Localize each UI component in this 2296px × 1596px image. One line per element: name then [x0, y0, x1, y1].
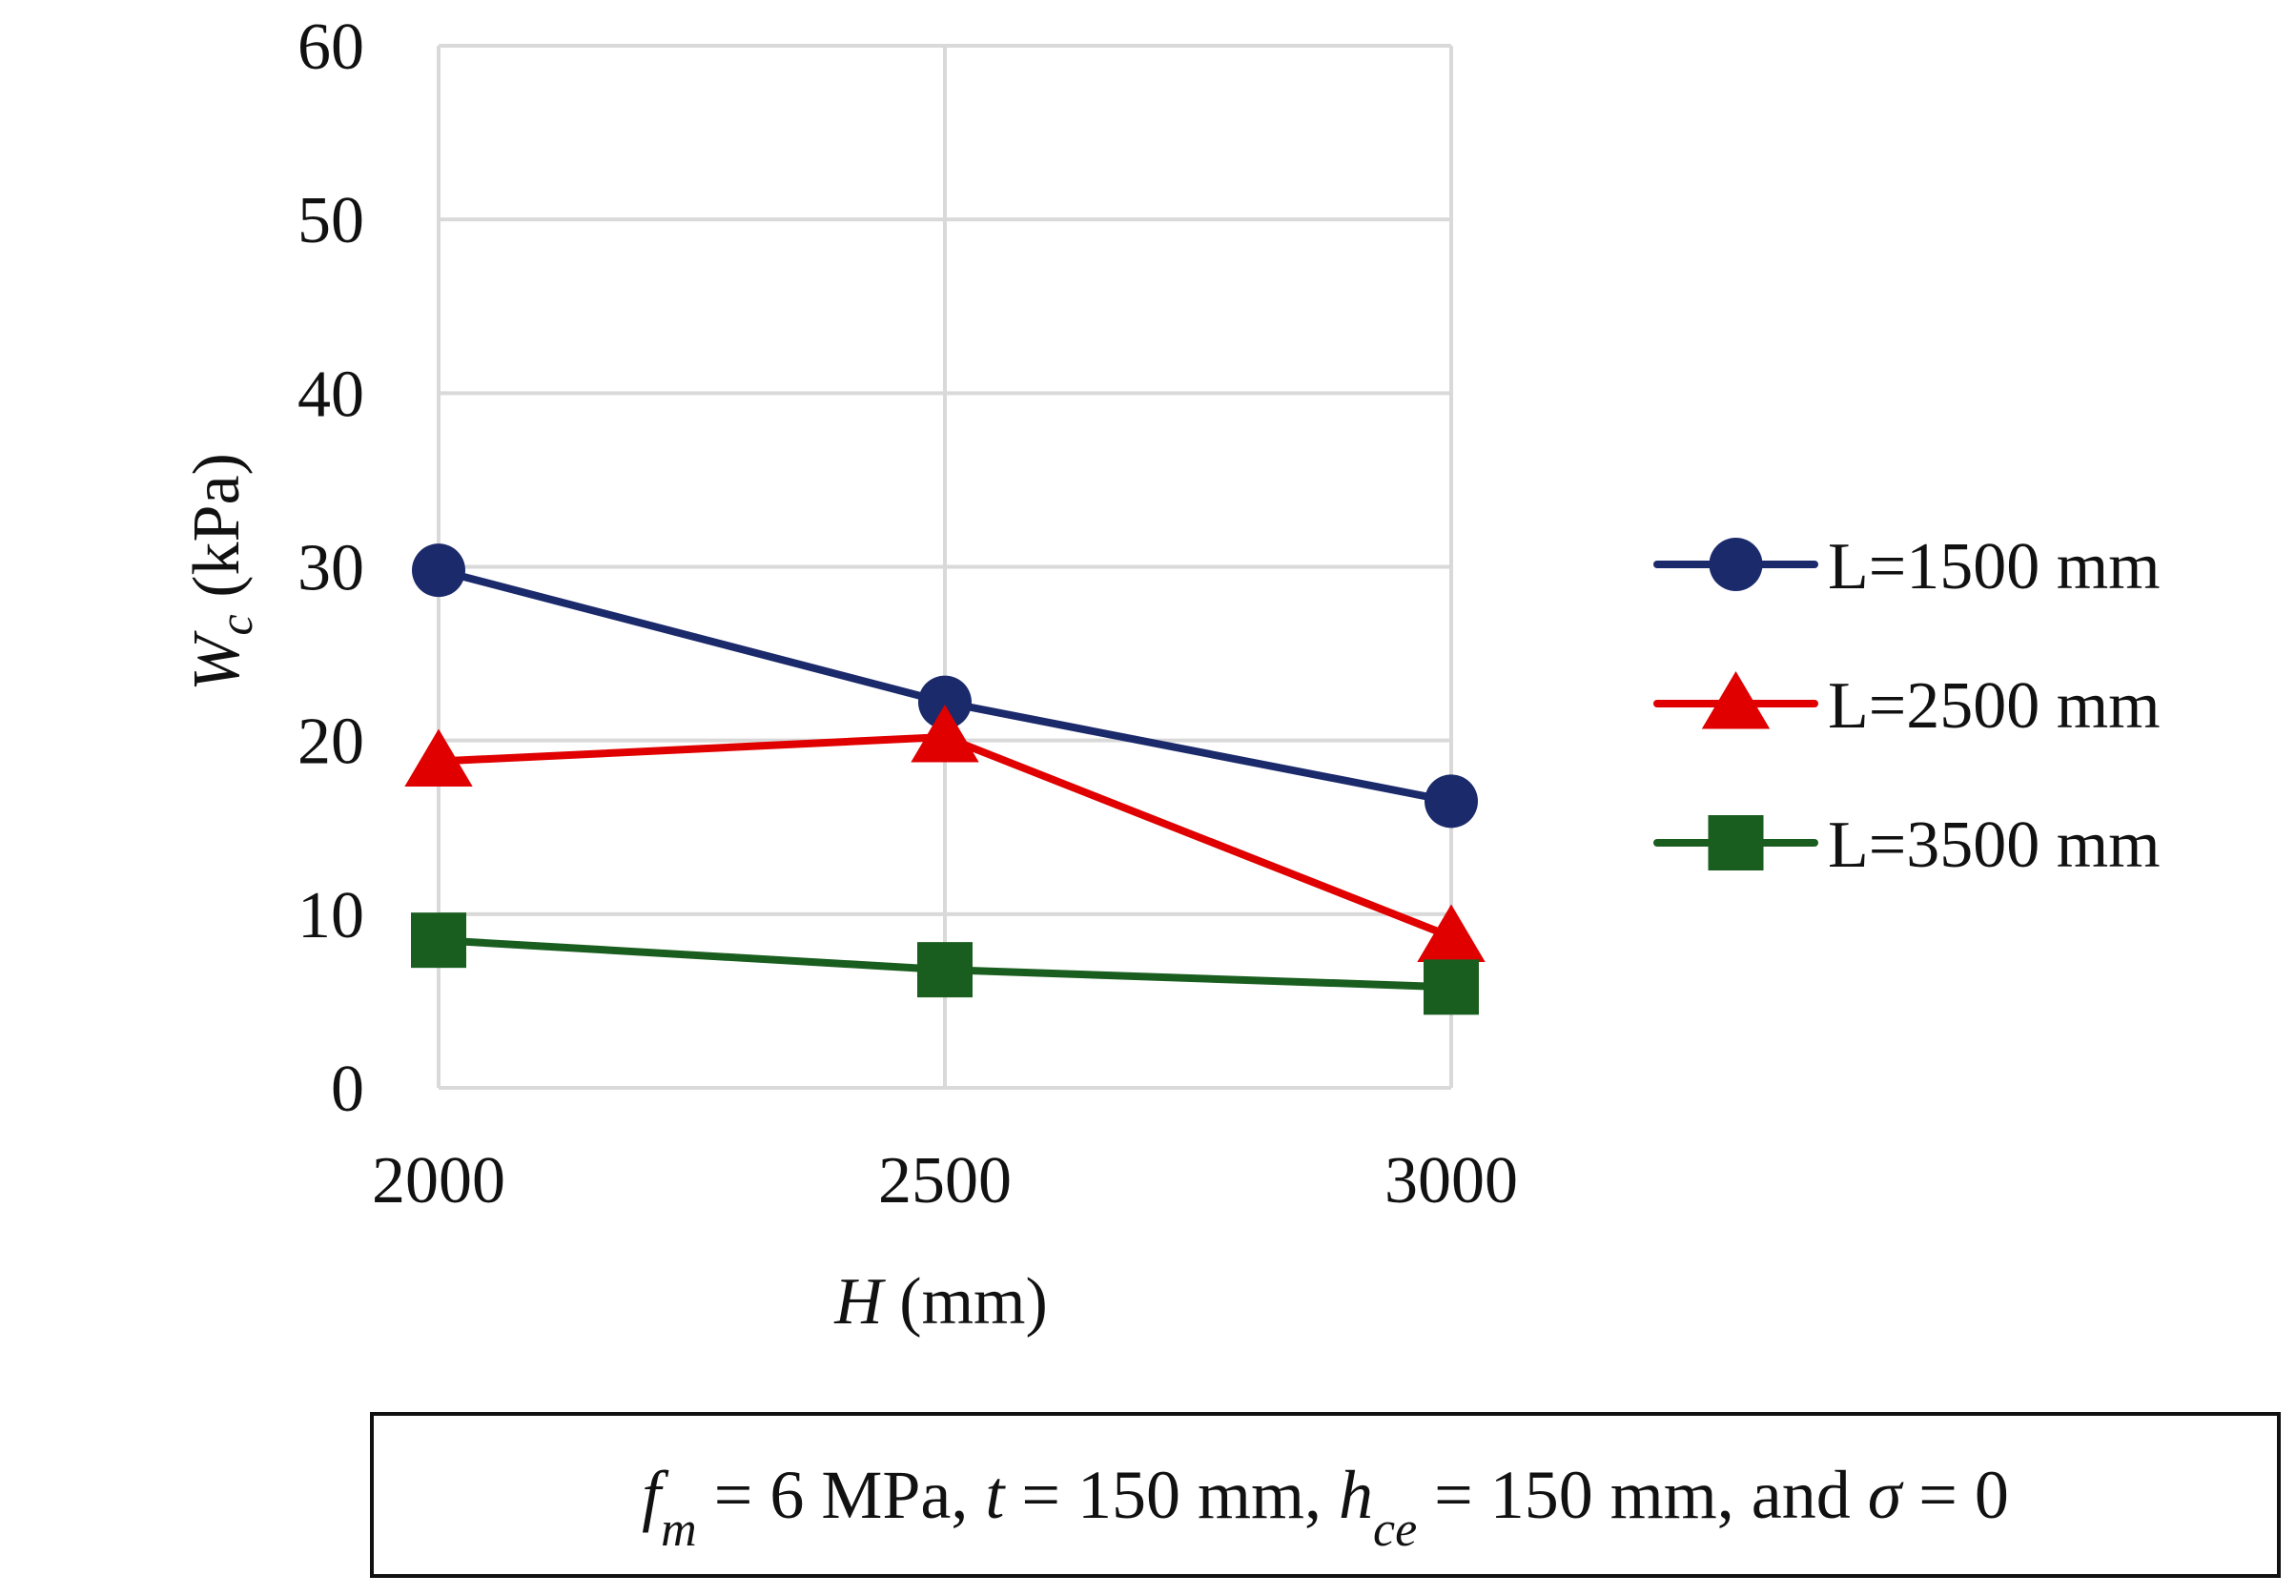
data-point-square [1424, 959, 1479, 1015]
caption-part: = 150 mm, and [1417, 1457, 1868, 1533]
caption-part: = 6 MPa, [697, 1457, 986, 1533]
caption-part: m [661, 1503, 697, 1557]
x-axis-variable: H [833, 1265, 886, 1339]
data-point-square [917, 942, 973, 998]
series-markers [404, 543, 1486, 1015]
y-axis-unit: (kPa) [180, 453, 254, 614]
y-tick-label: 60 [297, 10, 364, 84]
legend-label: L=2500 mm [1828, 669, 2161, 743]
x-tick-label: 2000 [372, 1144, 505, 1217]
data-point-triangle [404, 728, 473, 788]
x-axis-unit: (mm) [883, 1265, 1048, 1339]
y-tick-label: 50 [297, 184, 364, 257]
legend: L=1500 mm L=2500 mm L=3500 mm [1653, 530, 2161, 882]
y-tick-label: 20 [297, 706, 364, 779]
data-point-circle [918, 675, 972, 729]
legend-marker-square [1708, 815, 1764, 870]
caption-part: t [985, 1457, 1006, 1533]
y-axis-title: Wc (kPa) [180, 453, 262, 691]
y-axis-variable: W [180, 630, 254, 691]
caption-part: = 0 [1901, 1457, 2009, 1533]
x-tick-label: 2500 [878, 1144, 1012, 1217]
x-axis-ticks: 2000 2500 3000 [372, 1144, 1518, 1217]
y-tick-label: 10 [297, 879, 364, 952]
caption-part: σ [1868, 1457, 1904, 1533]
data-point-triangle [911, 705, 979, 763]
legend-marker-triangle [1701, 671, 1771, 729]
gridlines [437, 44, 1453, 1090]
y-tick-label: 30 [297, 532, 364, 605]
legend-marker-circle [1709, 538, 1763, 591]
x-tick-label: 3000 [1384, 1144, 1518, 1217]
data-point-circle [412, 543, 465, 598]
data-point-circle [1425, 774, 1478, 829]
caption-part: = 150 mm, [1004, 1457, 1339, 1533]
y-axis-ticks: 0 10 20 30 40 50 60 [297, 10, 364, 1126]
legend-label: L=1500 mm [1828, 530, 2161, 604]
legend-label: L=3500 mm [1828, 808, 2161, 882]
caption-part: ce [1373, 1503, 1417, 1557]
data-point-square [411, 912, 466, 969]
y-axis-subscript: c [209, 614, 262, 635]
x-axis-title: H (mm) [833, 1265, 1048, 1339]
caption-text: fm = 6 MPa, t = 150 mm, hce = 150 mm, an… [642, 1457, 2009, 1557]
y-tick-label: 40 [297, 358, 364, 431]
caption-part: h [1339, 1457, 1373, 1533]
caption-box [370, 1412, 2281, 1578]
y-tick-label: 0 [331, 1053, 364, 1126]
data-point-triangle [1417, 904, 1486, 963]
